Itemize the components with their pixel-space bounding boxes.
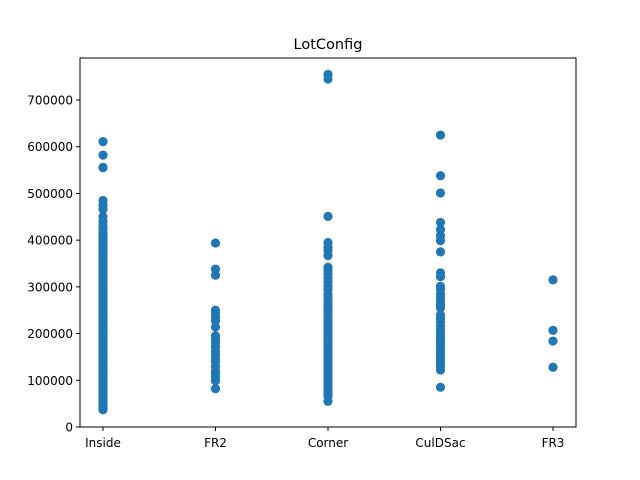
data-point [435, 171, 446, 181]
plot-area-frame [79, 57, 577, 428]
x-tick-label: Corner [308, 436, 348, 450]
x-tick-label: FR2 [204, 436, 227, 450]
data-point [435, 271, 446, 282]
y-tick-label: 200000 [27, 327, 73, 341]
y-tick-label: 300000 [27, 280, 73, 294]
data-points [98, 69, 558, 415]
x-axis-ticks: Inside FR2 Corner CulDSac FR3 [85, 427, 564, 450]
data-point [323, 74, 333, 84]
data-point [210, 322, 221, 332]
data-point [210, 376, 221, 386]
data-point [435, 382, 446, 392]
x-tick-label: CulDSac [415, 436, 465, 450]
y-tick-label: 700000 [27, 94, 73, 108]
x-tick-label: Inside [85, 436, 121, 450]
data-point [548, 336, 558, 346]
data-point [435, 217, 446, 228]
data-point [435, 236, 446, 246]
data-point [548, 275, 558, 285]
y-axis-ticks: 0 100000 200000 300000 400000 500000 600000 700… [27, 94, 80, 435]
y-tick-label: 500000 [27, 187, 73, 201]
y-tick-label: 100000 [27, 374, 73, 388]
data-point [210, 238, 221, 248]
data-point [435, 188, 446, 198]
data-point [98, 150, 108, 160]
chart-title: LotConfig [294, 37, 363, 53]
y-tick-label: 600000 [27, 140, 73, 154]
data-point [548, 362, 558, 372]
data-point [98, 405, 108, 415]
data-point [98, 137, 108, 147]
data-point [435, 303, 446, 313]
y-tick-label: 400000 [27, 234, 73, 248]
data-point [98, 204, 108, 214]
data-point [435, 130, 446, 140]
data-point [323, 250, 333, 261]
data-point [435, 247, 446, 257]
data-point [210, 315, 221, 326]
data-point [210, 270, 221, 280]
data-point [210, 384, 221, 394]
data-point [323, 211, 333, 221]
data-point [323, 396, 333, 406]
x-tick-label: FR3 [542, 436, 565, 450]
data-point [98, 163, 108, 173]
data-point [548, 325, 558, 335]
y-tick-label: 0 [65, 421, 73, 435]
data-point [435, 365, 446, 375]
